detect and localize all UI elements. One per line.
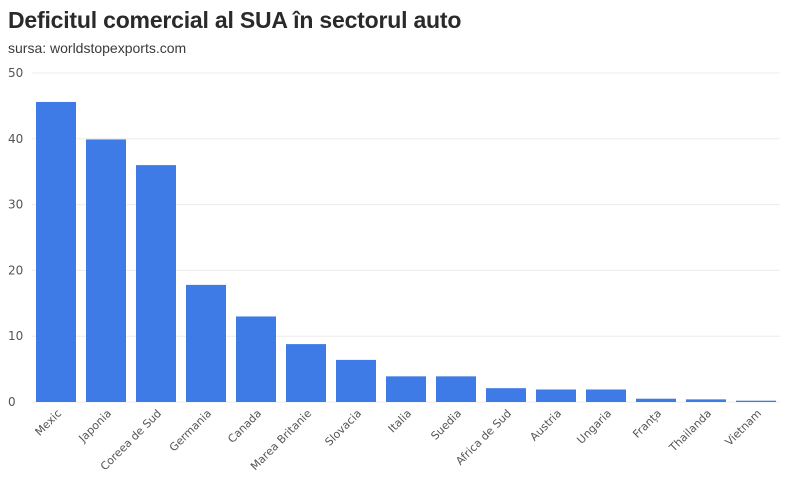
bar — [286, 344, 326, 402]
y-tick-label: 20 — [8, 263, 23, 277]
chart-subtitle: sursa: worldstopexports.com — [8, 40, 187, 56]
y-axis-ticks: 0 10 20 30 40 50 — [8, 66, 23, 409]
bar — [436, 376, 476, 402]
bar — [736, 400, 776, 402]
bar — [36, 101, 76, 403]
x-tick-label: Vietnam — [723, 407, 765, 449]
x-tick-label: Italia — [386, 407, 414, 435]
bar — [236, 316, 276, 402]
chart-title: Deficitul comercial al SUA în sectorul a… — [8, 7, 462, 33]
bar — [636, 398, 676, 402]
bar — [586, 389, 626, 402]
x-tick-label: Franța — [630, 407, 664, 441]
bars — [36, 101, 776, 403]
y-tick-label: 10 — [8, 329, 23, 343]
x-tick-label: Canada — [225, 407, 264, 446]
x-tick-label: Ungaria — [574, 407, 614, 447]
x-tick-label: Suedia — [428, 407, 464, 443]
x-tick-label: Mexic — [33, 407, 65, 439]
y-tick-label: 50 — [8, 66, 23, 80]
x-tick-label: Austria — [527, 407, 564, 444]
bar — [336, 359, 376, 402]
bar — [386, 376, 426, 402]
bar — [136, 165, 176, 402]
bar — [486, 388, 526, 402]
x-tick-label: Germania — [167, 407, 214, 454]
bar — [86, 139, 126, 402]
bar — [536, 389, 576, 402]
x-tick-label: Thailanda — [666, 407, 714, 455]
x-tick-label: Japonia — [76, 407, 115, 446]
bar — [186, 284, 226, 402]
y-tick-label: 30 — [8, 198, 23, 212]
y-tick-label: 0 — [8, 395, 16, 409]
y-tick-label: 40 — [8, 132, 23, 146]
x-tick-label: Slovacia — [322, 407, 364, 449]
bar — [686, 399, 726, 402]
